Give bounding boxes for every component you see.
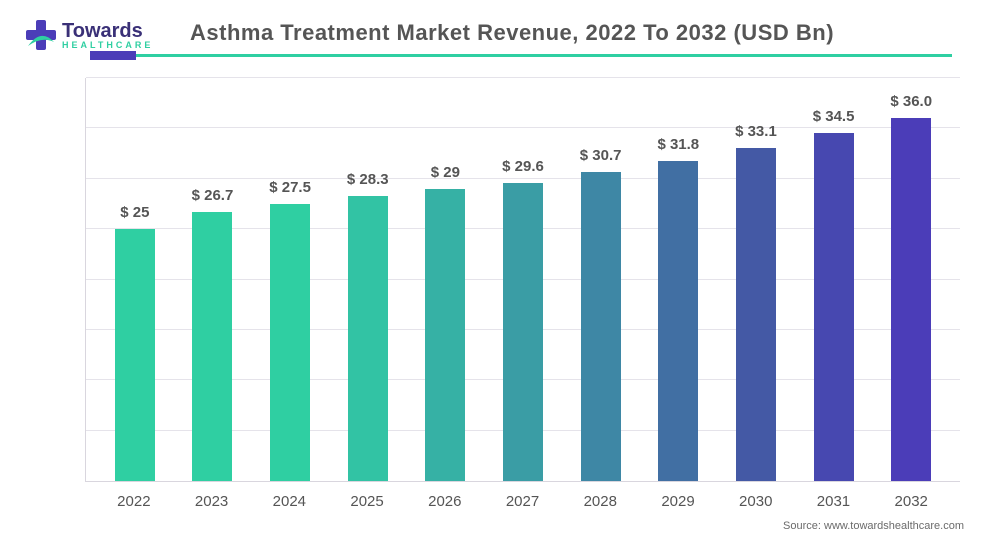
revenue-chart: $ 25 $ 26.7 $ 27.5 $ 28.3 $ 29 $ 29.6 $ 30.7 $ … (85, 78, 960, 482)
logo-line1: Towards (62, 21, 153, 41)
xtick: 2029 (639, 493, 717, 510)
bar-value-label: $ 34.5 (813, 108, 855, 125)
logo-line2: HEALTHCARE (62, 41, 153, 50)
chart-title: Asthma Treatment Market Revenue, 2022 To… (190, 20, 834, 46)
bar-2030: $ 33.1 (736, 148, 776, 481)
bar-value-label: $ 33.1 (735, 123, 777, 140)
bar-2025: $ 28.3 (348, 196, 388, 481)
bar-2031: $ 34.5 (814, 133, 854, 481)
title-accent (90, 54, 952, 57)
xtick: 2031 (795, 493, 873, 510)
bar-2026: $ 29 (425, 189, 465, 481)
chart-xaxis: 2022202320242025202620272028202920302031… (85, 493, 960, 510)
xtick: 2027 (484, 493, 562, 510)
bar-slot: $ 33.1 (717, 78, 795, 481)
bar-value-label: $ 29.6 (502, 158, 544, 175)
bar-2023: $ 26.7 (192, 212, 232, 481)
bar-slot: $ 29.6 (484, 78, 562, 481)
bar-2022: $ 25 (115, 229, 155, 481)
bar-value-label: $ 31.8 (657, 136, 699, 153)
bar-value-label: $ 30.7 (580, 147, 622, 164)
bar-slot: $ 36.0 (872, 78, 950, 481)
xtick: 2026 (406, 493, 484, 510)
bar-2028: $ 30.7 (581, 172, 621, 481)
bar-slot: $ 31.8 (639, 78, 717, 481)
chart-bars: $ 25 $ 26.7 $ 27.5 $ 28.3 $ 29 $ 29.6 $ 30.7 $ … (86, 78, 960, 481)
xtick: 2030 (717, 493, 795, 510)
bar-2024: $ 27.5 (270, 204, 310, 481)
bar-slot: $ 28.3 (329, 78, 407, 481)
bar-value-label: $ 36.0 (890, 93, 932, 110)
bar-2029: $ 31.8 (658, 161, 698, 481)
bar-2032: $ 36.0 (891, 118, 931, 481)
xtick: 2028 (561, 493, 639, 510)
xtick: 2024 (250, 493, 328, 510)
bar-2027: $ 29.6 (503, 183, 543, 481)
bar-slot: $ 26.7 (174, 78, 252, 481)
brand-logo: Towards HEALTHCARE (24, 18, 153, 52)
bar-value-label: $ 25 (120, 204, 149, 221)
bar-value-label: $ 28.3 (347, 171, 389, 188)
bar-slot: $ 30.7 (562, 78, 640, 481)
xtick: 2023 (173, 493, 251, 510)
xtick: 2032 (872, 493, 950, 510)
bar-value-label: $ 29 (431, 164, 460, 181)
xtick: 2025 (328, 493, 406, 510)
bar-slot: $ 29 (407, 78, 485, 481)
logo-text: Towards HEALTHCARE (62, 21, 153, 50)
bar-value-label: $ 27.5 (269, 179, 311, 196)
source-text: Source: www.towardshealthcare.com (783, 520, 964, 532)
bar-slot: $ 27.5 (251, 78, 329, 481)
logo-cross-icon (24, 18, 58, 52)
xtick: 2022 (95, 493, 173, 510)
bar-slot: $ 25 (96, 78, 174, 481)
bar-slot: $ 34.5 (795, 78, 873, 481)
bar-value-label: $ 26.7 (192, 187, 234, 204)
